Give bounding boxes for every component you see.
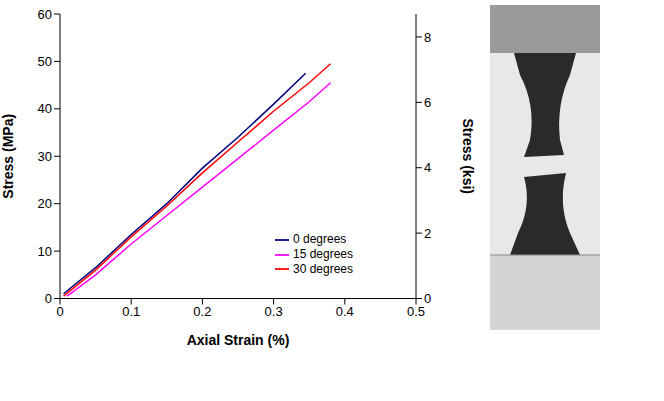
svg-text:2: 2 — [424, 226, 431, 241]
svg-text:4: 4 — [424, 160, 431, 175]
svg-text:0: 0 — [56, 304, 63, 319]
svg-text:20: 20 — [38, 196, 52, 211]
svg-text:0.5: 0.5 — [407, 304, 425, 319]
svg-text:10: 10 — [38, 244, 52, 259]
svg-text:0: 0 — [424, 291, 431, 306]
svg-text:50: 50 — [38, 54, 52, 69]
svg-text:0.4: 0.4 — [336, 304, 354, 319]
svg-text:6: 6 — [424, 95, 431, 110]
svg-text:0.2: 0.2 — [193, 304, 211, 319]
svg-text:Axial Strain (%): Axial Strain (%) — [187, 332, 290, 348]
svg-text:40: 40 — [38, 101, 52, 116]
svg-text:Stress (MPa): Stress (MPa) — [0, 114, 16, 199]
svg-text:0: 0 — [45, 291, 52, 306]
svg-text:8: 8 — [424, 30, 431, 45]
html-text:0 degrees: 0 degrees — [293, 232, 347, 246]
svg-text:0.1: 0.1 — [122, 304, 140, 319]
svg-text:0.3: 0.3 — [265, 304, 283, 319]
svg-text:30: 30 — [38, 149, 52, 164]
svg-text:Stress (ksi): Stress (ksi) — [460, 119, 476, 194]
svg-text:60: 60 — [38, 7, 52, 22]
html-text:15 degrees: 15 degrees — [293, 246, 353, 261]
html-text:30 degrees: 30 degrees — [293, 261, 353, 276]
